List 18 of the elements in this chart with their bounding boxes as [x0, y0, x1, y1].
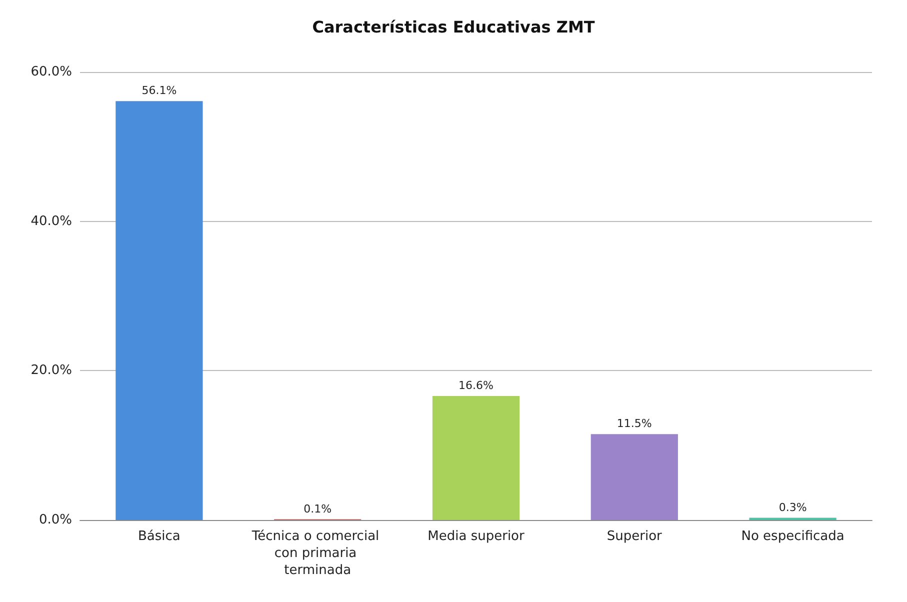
y-tick-label: 0.0% [38, 512, 72, 528]
chart-title: Características Educativas ZMT [312, 18, 595, 36]
bar [432, 396, 520, 520]
x-tick-label: Técnica o comercial con primaria terminada [250, 529, 384, 578]
data-label: 16.6% [458, 379, 494, 392]
bar [116, 101, 203, 520]
data-label: 11.5% [616, 417, 652, 430]
x-tick-label: Superior [606, 529, 663, 544]
x-tick-label: No especificada [741, 529, 844, 544]
data-label: 0.1% [304, 502, 332, 516]
y-tick-label: 60.0% [30, 64, 72, 80]
y-tick-label: 20.0% [30, 363, 72, 378]
bar [590, 434, 678, 520]
x-tick-label: Media superior [428, 529, 525, 544]
y-tick-label: 40.0% [30, 214, 72, 229]
data-label: 56.1% [142, 84, 177, 98]
data-label: 0.3% [778, 500, 807, 514]
x-tick-label: Básica [138, 529, 180, 544]
